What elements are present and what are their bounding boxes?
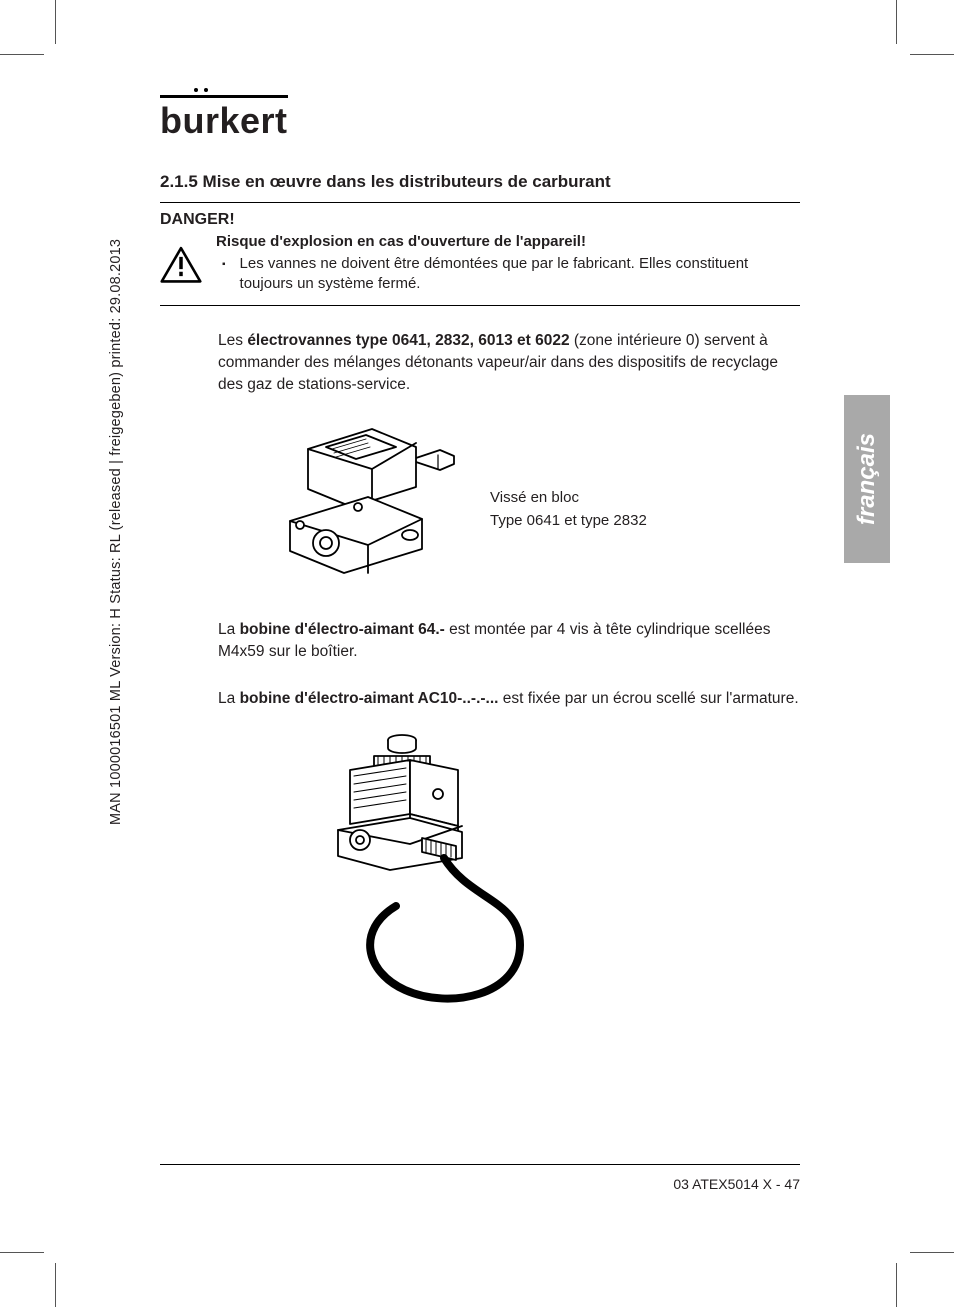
paragraph-3: La bobine d'électro-aimant AC10-..-.-...… (218, 688, 800, 710)
danger-bullet: Les vannes ne doivent être démontées que… (216, 254, 800, 295)
p3-pre: La (218, 690, 240, 707)
danger-subtitle: Risque d'explosion en cas d'ouverture de… (216, 233, 800, 250)
figure-1-caption: Vissé en bloc Type 0641 et type 2832 (490, 487, 647, 532)
danger-callout: DANGER! Risque d'explosion en cas d'ouve… (160, 202, 800, 306)
page-content: burkert 2.1.5 Mise en œuvre dans les dis… (160, 95, 800, 1025)
paragraph-2: La bobine d'électro-aimant 64.- est mont… (218, 619, 800, 664)
crop-mark (910, 1252, 954, 1253)
heading-number: 2.1.5 (160, 172, 198, 191)
figure-2 (310, 730, 800, 1025)
crop-mark (0, 1252, 44, 1253)
p3-bold: bobine d'électro-aimant AC10-..-.-... (240, 690, 499, 707)
language-tab-label: français (853, 433, 881, 525)
heading-title: Mise en œuvre dans les distributeurs de … (203, 172, 611, 191)
crop-mark (0, 54, 44, 55)
warning-triangle-icon (160, 235, 202, 295)
danger-body: Risque d'explosion en cas d'ouverture de… (216, 233, 800, 295)
p2-pre: La (218, 621, 240, 638)
valve-with-cable-illustration (310, 730, 570, 1020)
footer-text: 03 ATEX5014 X - 47 (673, 1176, 800, 1192)
valve-block-illustration (260, 425, 460, 595)
vertical-metadata: MAN 1000016501 ML Version: H Status: RL … (108, 239, 124, 825)
footer-rule (160, 1164, 800, 1165)
section-heading: 2.1.5 Mise en œuvre dans les distributeu… (160, 172, 800, 192)
p1-pre: Les (218, 332, 247, 349)
figure-1: Vissé en bloc Type 0641 et type 2832 (260, 425, 800, 595)
danger-bullet-text: Les vannes ne doivent être démontées que… (240, 254, 800, 295)
p2-bold: bobine d'électro-aimant 64.- (240, 621, 445, 638)
p1-bold: électrovannes type 0641, 2832, 6013 et 6… (247, 332, 569, 349)
crop-mark (55, 0, 56, 44)
paragraph-1: Les électrovannes type 0641, 2832, 6013 … (218, 330, 800, 397)
fig1-line1: Vissé en bloc (490, 487, 647, 510)
crop-mark (55, 1263, 56, 1307)
crop-mark (896, 1263, 897, 1307)
crop-mark (910, 54, 954, 55)
p3-post: est fixée par un écrou scellé sur l'arma… (498, 690, 798, 707)
crop-mark (896, 0, 897, 44)
danger-label: DANGER! (160, 211, 800, 229)
language-tab: français (844, 395, 890, 563)
fig1-line2: Type 0641 et type 2832 (490, 510, 647, 533)
brand-logo: burkert (160, 95, 288, 142)
